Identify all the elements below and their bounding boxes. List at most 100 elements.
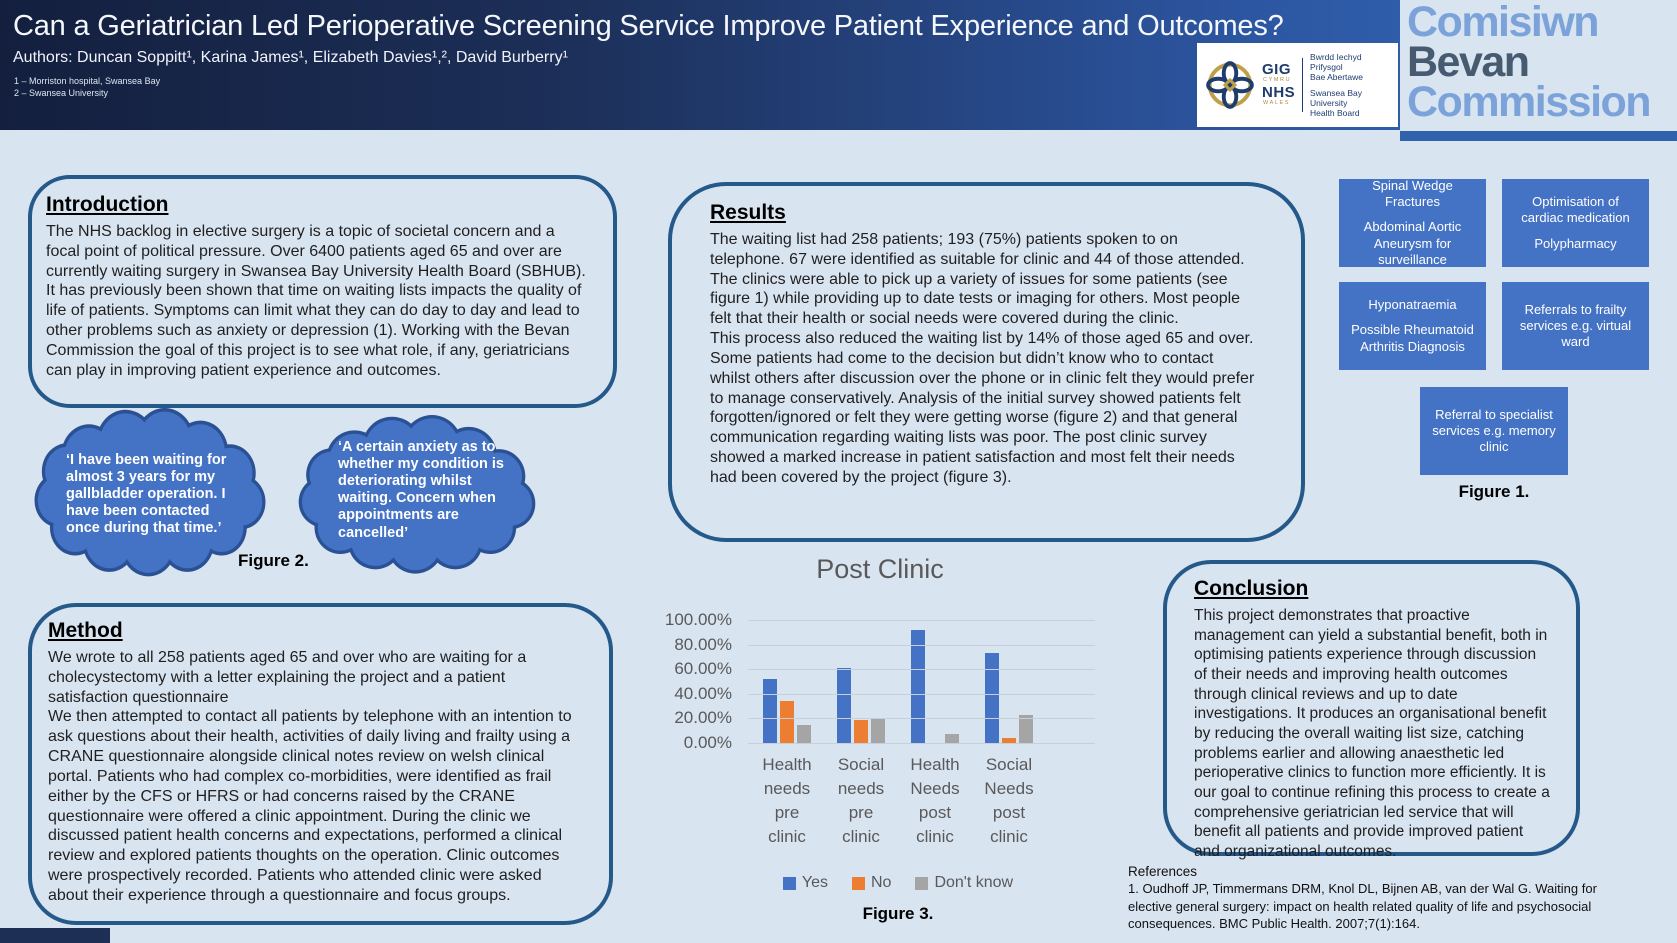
chart-category-label: Health needs pre clinic	[762, 755, 812, 847]
patient-quote-2: ‘A certain anxiety as to whether my cond…	[338, 439, 504, 541]
conclusion-heading: Conclusion	[1194, 577, 1309, 600]
nhs-wordmark: GIG CYMRU NHS WALES	[1262, 62, 1295, 109]
bar-4-no	[1002, 738, 1016, 743]
chart-category-label: Health Needs post clinic	[910, 755, 960, 847]
chart-ytick-label: 20.00%	[674, 708, 732, 728]
bar-1-no	[780, 701, 794, 743]
chart-ytick-label: 80.00%	[674, 634, 732, 654]
chart-plot-area	[748, 620, 1095, 744]
bar-4-dontknow	[1019, 715, 1033, 743]
nhs-logo: GIG CYMRU NHS WALES Bwrdd Iechyd Prifysg…	[1197, 43, 1398, 127]
clinic-finding-box-3: Hyponatraemia Possible Rheumatoid Arthri…	[1339, 282, 1486, 370]
introduction-section: Introduction The NHS backlog in elective…	[28, 175, 617, 408]
method-paragraph-2: We then attempted to contact all patient…	[48, 708, 572, 904]
legend-item: Yes	[782, 874, 828, 892]
nhs-text: NHS	[1262, 84, 1296, 101]
bar-2-no	[854, 720, 868, 743]
bar-1-yes	[763, 679, 777, 743]
health-board-name: Bwrdd Iechyd Prifysgol Bae Abertawe Swan…	[1310, 52, 1390, 117]
legend-item: Don't know	[915, 874, 1013, 892]
affiliation-1: 1 – Morriston hospital, Swansea Bay	[14, 76, 161, 86]
chart-category-label: Social needs pre clinic	[837, 755, 885, 847]
chart-gridline	[748, 718, 1095, 720]
page-title: Can a Geriatrician Led Perioperative Scr…	[13, 10, 1284, 42]
board-name-cy-2: Bae Abertawe	[1310, 72, 1363, 83]
chart-gridline	[748, 693, 1095, 695]
chart-ytick-label: 100.00%	[664, 610, 732, 629]
finding-line: Abdominal Aortic Aneurysm for surveillan…	[1363, 219, 1462, 267]
chart-ytick-label: 40.00%	[674, 683, 732, 703]
finding-line: Polypharmacy	[1534, 235, 1617, 251]
post-clinic-chart: Post Clinic 100.00% 80.00% 60.00% 40.00% 20.…	[620, 548, 1140, 943]
bar-4-yes	[985, 653, 999, 743]
board-name-en-1: Swansea Bay University	[1310, 87, 1363, 108]
nhs-knot-icon	[1206, 61, 1254, 109]
chart-gridline	[748, 743, 1095, 744]
affiliation-2: 2 – Swansea University	[14, 88, 109, 98]
results-paragraph-1: The waiting list had 258 patients; 193 (…	[710, 231, 1245, 328]
results-section: Results The waiting list had 258 patient…	[668, 182, 1305, 542]
bevan-logo-line1: Comisiwn	[1407, 0, 1600, 46]
finding-line: Spinal Wedge Fractures	[1372, 177, 1453, 210]
authors-line: Authors: Duncan Soppitt¹, Karina James¹,…	[13, 49, 568, 66]
results-paragraph-2: This process also reduced the waiting li…	[710, 330, 1255, 486]
patient-quote-1: ‘I have been waiting for almost 3 years …	[66, 452, 227, 537]
results-heading: Results	[710, 201, 786, 224]
finding-line: Hyponatraemia	[1368, 297, 1457, 313]
legend-swatch-icon	[782, 876, 796, 890]
method-heading: Method	[48, 619, 123, 642]
chart-bars	[750, 630, 1046, 743]
bar-2-yes	[837, 668, 851, 743]
clinic-finding-box-4: Referrals to frailty services e.g. virtu…	[1502, 282, 1649, 370]
chart-bar-group	[824, 630, 898, 743]
patient-quote-cloud-1: ‘I have been waiting for almost 3 years …	[28, 408, 272, 580]
chart-legend: Yes No Don't know	[750, 874, 1046, 892]
figure2-caption: Figure 2.	[238, 551, 309, 570]
conclusion-section: Conclusion This project demonstrates tha…	[1163, 560, 1580, 860]
conclusion-body: This project demonstrates that proactive…	[1194, 607, 1550, 861]
clinic-finding-box-1: Spinal Wedge Fractures Abdominal Aortic …	[1339, 177, 1486, 267]
bar-1-dontknow	[797, 725, 811, 743]
legend-label: Don't know	[934, 874, 1014, 891]
patient-quote-cloud-2: ‘A certain anxiety as to whether my cond…	[292, 415, 542, 577]
footer-accent-bar	[0, 928, 110, 943]
chart-ytick-label: 60.00%	[674, 659, 732, 679]
legend-item: No	[852, 874, 891, 892]
bevan-underline-bar	[1400, 131, 1677, 141]
chart-bar-group	[750, 630, 824, 743]
chart-gridline	[748, 669, 1095, 671]
chart-title: Post Clinic	[816, 554, 944, 584]
legend-swatch-icon	[915, 876, 929, 890]
gig-text: GIG	[1262, 60, 1292, 78]
chart-bar-group	[972, 630, 1046, 743]
finding-line: Referrals to frailty services e.g. virtu…	[1519, 301, 1632, 350]
introduction-body: The NHS backlog in elective surgery is a…	[46, 223, 586, 379]
chart-ytick-label: 0.00%	[683, 733, 732, 752]
legend-swatch-icon	[852, 876, 865, 890]
bar-3-yes	[911, 630, 925, 743]
clinic-finding-box-5: Referral to specialist services e.g. mem…	[1420, 387, 1568, 475]
bevan-commission-logo: Comisiwn Bevan Commission	[1407, 0, 1677, 124]
method-paragraph-1: We wrote to all 258 patients aged 65 and…	[48, 649, 527, 706]
board-name-cy-1: Bwrdd Iechyd Prifysgol	[1310, 52, 1362, 73]
chart-gridline	[748, 644, 1095, 646]
chart-x-axis: Health needs pre clinic Social needs pre …	[750, 753, 1046, 850]
references-section: References 1. Oudhoff JP, Timmermans DRM…	[1128, 864, 1598, 933]
chart-bar-group	[898, 630, 972, 743]
finding-line: Possible Rheumatoid Arthritis Diagnosis	[1351, 322, 1474, 354]
header-band: Can a Geriatrician Led Perioperative Scr…	[0, 0, 1400, 130]
wales-text: WALES	[1263, 100, 1291, 106]
references-heading: References	[1128, 864, 1198, 879]
clinic-finding-box-2: Optimisation of cardiac medication Polyp…	[1502, 179, 1649, 267]
finding-line: Optimisation of cardiac medication	[1521, 194, 1630, 226]
bar-2-dontknow	[871, 718, 885, 743]
chart-category-label: Social Needs post clinic	[984, 755, 1034, 847]
introduction-heading: Introduction	[46, 193, 169, 216]
board-name-en-2: Health Board	[1310, 107, 1360, 118]
method-section: Method We wrote to all 258 patients aged…	[28, 603, 613, 925]
bar-3-dontknow	[945, 734, 959, 743]
finding-line: Referral to specialist services e.g. mem…	[1432, 406, 1556, 455]
nhs-logo-divider	[1302, 58, 1304, 112]
legend-label: Yes	[801, 874, 828, 891]
